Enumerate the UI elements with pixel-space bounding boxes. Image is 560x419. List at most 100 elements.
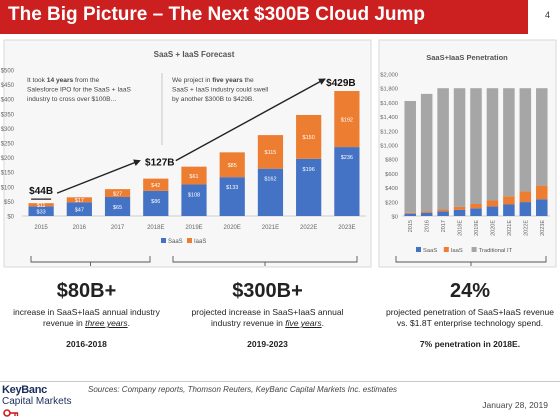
annotation-14-years: It took 14 years from the Salesforce IPO … (27, 77, 132, 103)
iaas-value-label: $27 (113, 191, 122, 197)
saas-value-label: $162 (264, 177, 276, 183)
penetration-x-tick-label: 2019E (474, 220, 480, 236)
iaas-bar (334, 91, 360, 148)
forecast-x-tick-label: 2022E (300, 225, 317, 231)
penetration-traditional-it-bar (486, 88, 499, 201)
forecast-y-tick-label: $450 (1, 83, 15, 89)
growth-arrow-first (56, 159, 141, 194)
report-date: January 28, 2019 (482, 400, 548, 410)
forecast-y-tick-label: $500 (1, 69, 15, 75)
sources-note: Sources: Company reports, Thomson Reuter… (88, 385, 398, 394)
penetration-saas-bar (453, 209, 466, 216)
iaas-value-label: $192 (341, 117, 353, 123)
growth-arrow-second (175, 78, 326, 162)
annotation-text-run: industry to cross over $100B... (27, 96, 116, 103)
penetration-y-tick-label: $1,400 (380, 115, 398, 121)
bracket-penetration (395, 256, 547, 266)
forecast-x-tick-label: 2018E (147, 225, 164, 231)
saas-bar (143, 190, 169, 216)
saas-value-label: $236 (341, 155, 353, 161)
brand-logo-name: KeyBanc (2, 384, 47, 396)
annotation-text-run: the (243, 77, 254, 84)
iaas-bar (257, 135, 284, 169)
penetration-x-tick-label: 2023E (540, 220, 546, 236)
penetration-iaas-bar (420, 211, 433, 213)
saas-bar (28, 206, 54, 216)
summary-three-years: $80B+ increase in SaaS+IaaS annual indus… (4, 280, 169, 349)
summary-big-number: $300B+ (232, 280, 303, 302)
annotation-text-run: by another $300B to $429B. (172, 96, 254, 103)
penetration-x-tick-label: 2018E (458, 220, 464, 236)
annotation-line: industry to cross over $100B... (27, 96, 116, 103)
summary-big-number: 24% (449, 280, 491, 302)
penetration-y-tick-label: $1,200 (380, 129, 398, 135)
annotation-text-run: from the (73, 77, 99, 84)
annotation-line: It took 14 years from the (27, 77, 100, 84)
penetration-iaas-bar (486, 200, 499, 207)
forecast-x-tick-label: 2017 (111, 225, 125, 231)
annotation-line: Salesforce IPO for the SaaS + IaaS (27, 87, 132, 94)
summary-description: projected penetration of SaaS+IaaS reven… (386, 307, 554, 328)
annotation-five-years: We project in five years the SaaS + IaaS … (172, 77, 269, 103)
summary-big-number: $80B+ (56, 280, 117, 302)
penetration-iaas-bar (519, 191, 532, 203)
total-callout-2018E: $127B (145, 158, 174, 169)
penetration-saas-bar (404, 213, 416, 216)
iaas-value-label: $61 (189, 174, 198, 180)
penetration-saas-bar (519, 202, 532, 216)
penetration-legend-swatch (443, 247, 449, 252)
saas-value-label: $196 (303, 167, 315, 173)
penetration-x-tick-label: 2016 (425, 220, 431, 232)
annotation-text-run: five years (212, 77, 243, 84)
bracket-three-years (30, 256, 151, 266)
iaas-value-label: $42 (151, 183, 160, 189)
forecast-y-tick-label: $400 (1, 98, 15, 104)
summary-penetration: 24% projected penetration of SaaS+IaaS r… (385, 280, 555, 349)
key-icon (3, 409, 19, 417)
penetration-y-tick-label: $1,000 (380, 144, 398, 150)
annotation-line: by another $300B to $429B. (172, 96, 254, 103)
penetration-x-tick-label: 2020E (490, 220, 496, 236)
annotation-text-run: It took (27, 77, 47, 84)
forecast-x-tick-label: 2023E (338, 225, 355, 231)
penetration-y-tick-label: $1,600 (380, 101, 398, 107)
penetration-traditional-it-bar (420, 93, 433, 212)
saas-value-label: $47 (75, 208, 84, 214)
total-callout-2023E: $429B (326, 78, 355, 89)
forecast-y-tick-label: $200 (1, 156, 15, 162)
total-callout-2015: $44B (29, 186, 53, 197)
penetration-saas-bar (470, 208, 482, 216)
forecast-y-tick-label: $100 (1, 185, 15, 191)
penetration-legend-label: IaaS (451, 248, 463, 254)
saas-value-label: $108 (188, 192, 200, 198)
forecast-x-tick-label: 2020E (224, 225, 241, 231)
iaas-bar (104, 189, 131, 198)
penetration-saas-bar (420, 212, 433, 216)
summary-period: 7% penetration in 2018E. (419, 339, 521, 349)
annotation-text-run: We project in (172, 77, 212, 84)
penetration-iaas-bar (437, 209, 449, 212)
summary-five-years: $300B+ projected increase in SaaS+IaaS a… (180, 280, 355, 349)
saas-bar (104, 197, 131, 216)
iaas-value-label: $17 (75, 198, 84, 204)
saas-value-label: $33 (37, 210, 46, 216)
iaas-bar (66, 197, 92, 203)
saas-bar (334, 147, 360, 216)
penetration-iaas-bar (470, 204, 482, 209)
penetration-traditional-it-bar (453, 88, 466, 207)
penetration-traditional-it-bar (437, 88, 449, 210)
penetration-legend-label: Traditional IT (479, 248, 513, 254)
saas-bar (257, 168, 284, 216)
penetration-iaas-bar (536, 185, 548, 200)
forecast-x-tick-label: 2019E (185, 225, 202, 231)
iaas-value-label: $150 (303, 135, 315, 141)
saas-bar (296, 158, 322, 216)
forecast-y-tick-label: $50 (4, 200, 15, 206)
slide-title: The Big Picture – The Next $300B Cloud J… (8, 4, 426, 25)
penetration-y-tick-label: $200 (385, 200, 398, 206)
forecast-x-tick-label: 2021E (262, 225, 279, 231)
forecast-y-tick-label: $350 (1, 112, 15, 118)
penetration-traditional-it-bar (503, 88, 515, 197)
penetration-traditional-it-bar (470, 88, 482, 205)
